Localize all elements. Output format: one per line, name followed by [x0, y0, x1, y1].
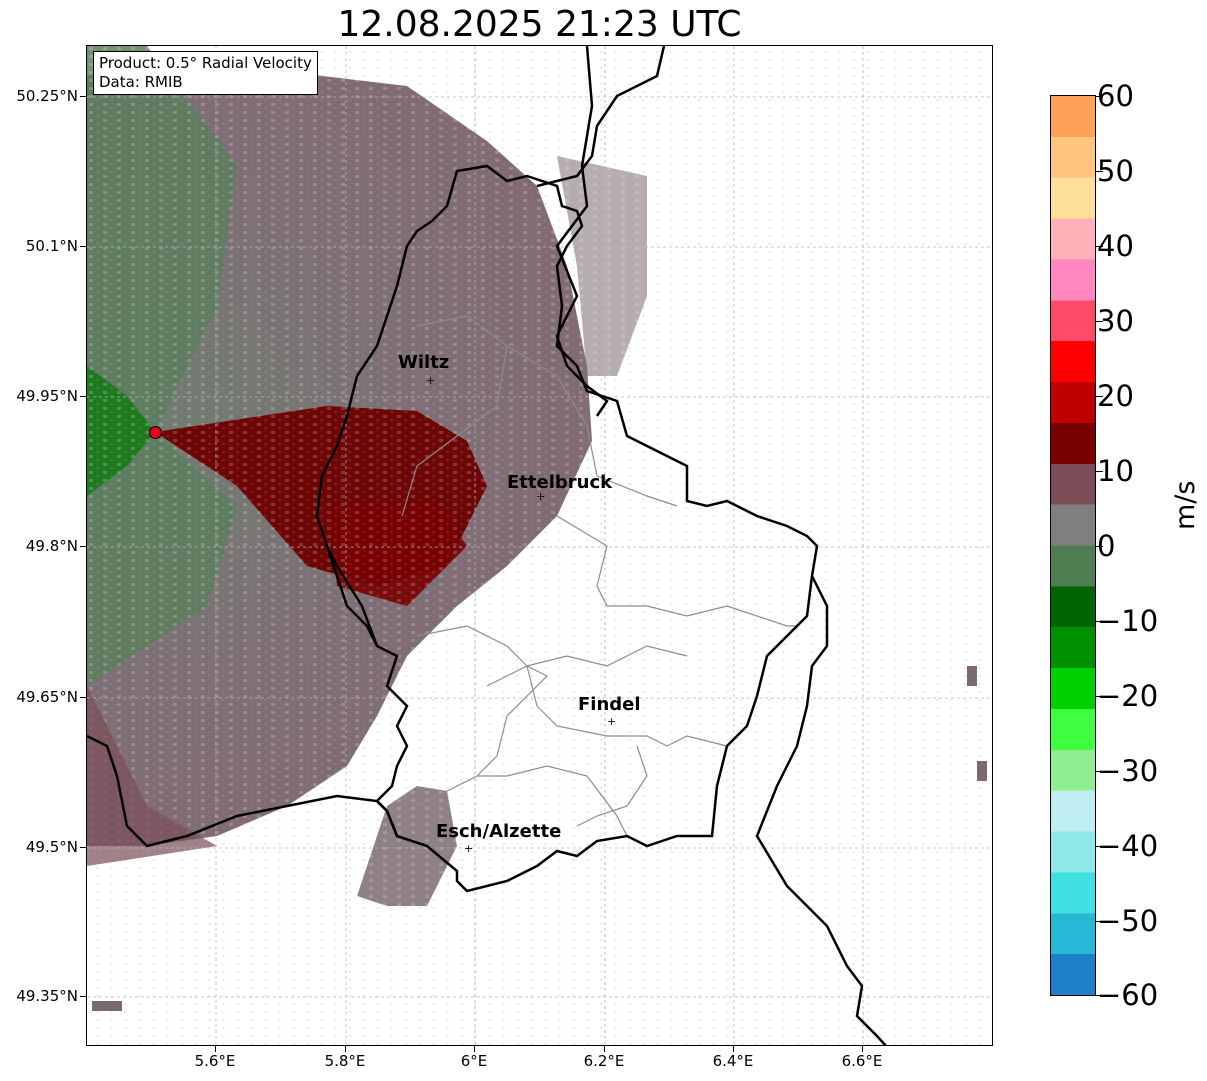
map-title: 12.08.2025 21:23 UTC [337, 4, 742, 45]
lon-tick-mark [604, 1046, 605, 1052]
colorbar-unit-label: m/s [1170, 480, 1201, 530]
lat-tick-label: 50.1°N [25, 237, 78, 255]
radar-echo-east-1 [967, 666, 977, 686]
canton-borders [401, 315, 797, 837]
lon-tick-mark [862, 1046, 863, 1052]
colorbar-tick-label: −40 [1097, 829, 1159, 863]
radar-texture [87, 46, 992, 1045]
lat-tick-label: 49.5°N [25, 838, 78, 856]
radar-echo-east-2 [977, 761, 987, 781]
colorbar-tick-mark [1096, 696, 1103, 697]
colorbar-tick-mark [1096, 995, 1103, 996]
colorbar-tick-mark [1096, 546, 1103, 547]
colorbar-tick-label: −10 [1097, 604, 1159, 638]
lat-tick-label: 50.25°N [16, 87, 78, 105]
border-germany-north [536, 46, 666, 188]
lat-tick-label: 49.35°N [16, 987, 78, 1005]
colorbar-tick-label: 0 [1097, 529, 1116, 563]
colorbar-tick-label: −30 [1097, 754, 1159, 788]
lon-tick-mark [733, 1046, 734, 1052]
radar-echo-corner [92, 1001, 122, 1011]
colorbar-tick-label: 50 [1097, 154, 1134, 188]
lon-tick-mark [215, 1046, 216, 1052]
colorbar-tick-label: 30 [1097, 304, 1134, 338]
lat-tick-mark [80, 546, 86, 547]
colorbar-tick-mark [1096, 171, 1103, 172]
colorbar-tick-label: 40 [1097, 229, 1134, 263]
country-border [315, 164, 819, 893]
colorbar-tick-mark [1096, 471, 1103, 472]
place-label-findel: Findel [578, 694, 641, 715]
colorbar-tick-mark [1096, 771, 1103, 772]
colorbar-tick-label: −20 [1097, 679, 1159, 713]
colorbar-tick-label: −60 [1097, 978, 1159, 1012]
radar-site-marker[interactable] [149, 426, 162, 439]
lon-tick-label: 6.6°E [841, 1052, 883, 1070]
lat-tick-mark [80, 847, 86, 848]
lat-tick-mark [80, 697, 86, 698]
place-label-esch: Esch/Alzette [436, 821, 562, 842]
place-marker-wiltz: + [426, 374, 436, 387]
lon-tick-label: 6.4°E [712, 1052, 754, 1070]
grid-lines [87, 46, 992, 1045]
place-label-wiltz: Wiltz [398, 352, 450, 373]
colorbar-tick-mark [1096, 321, 1103, 322]
lat-tick-mark [80, 396, 86, 397]
colorbar-tick-label: 60 [1097, 79, 1134, 113]
border-moselle [755, 575, 887, 1045]
radar-map[interactable]: + Wiltz + Ettelbruck + Findel + Esch/Alz… [86, 45, 993, 1046]
data-source-label: Data: RMIB [99, 73, 183, 91]
colorbar-tick-label: 20 [1097, 379, 1134, 413]
colorbar-tick-mark [1096, 846, 1103, 847]
border-east [555, 46, 609, 417]
place-marker-findel: + [607, 715, 617, 728]
colorbar-tick-mark [1096, 921, 1103, 922]
place-marker-esch: + [464, 842, 474, 855]
radar-echo-sw [87, 686, 217, 866]
lon-tick-mark [474, 1046, 475, 1052]
colorbar-tick-mark [1096, 96, 1103, 97]
lon-tick-label: 5.8°E [324, 1052, 366, 1070]
lat-tick-label: 49.65°N [16, 688, 78, 706]
border-belgium-west [325, 545, 379, 647]
radar-map-canvas [87, 46, 992, 1045]
lon-tick-mark [345, 1046, 346, 1052]
lat-tick-mark [80, 996, 86, 997]
border-france [87, 734, 428, 848]
product-label: Product: 0.5° Radial Velocity [99, 54, 312, 72]
product-info-box: Product: 0.5° Radial Velocity Data: RMIB [93, 51, 318, 95]
lon-tick-label: 5.6°E [194, 1052, 236, 1070]
place-marker-ettelbruck: + [536, 490, 546, 503]
lat-tick-mark [80, 96, 86, 97]
colorbar-tick-label: 10 [1097, 454, 1134, 488]
lat-tick-mark [80, 246, 86, 247]
velocity-colorbar [1050, 95, 1096, 996]
lat-tick-label: 49.95°N [16, 387, 78, 405]
colorbar-tick-mark [1096, 396, 1103, 397]
lon-tick-label: 6°E [460, 1052, 488, 1070]
place-label-ettelbruck: Ettelbruck [507, 472, 613, 493]
lat-tick-label: 49.8°N [25, 537, 78, 555]
colorbar-tick-mark [1096, 621, 1103, 622]
lon-tick-label: 6.2°E [583, 1052, 625, 1070]
colorbar-tick-mark [1096, 246, 1103, 247]
colorbar-tick-label: −50 [1097, 904, 1159, 938]
